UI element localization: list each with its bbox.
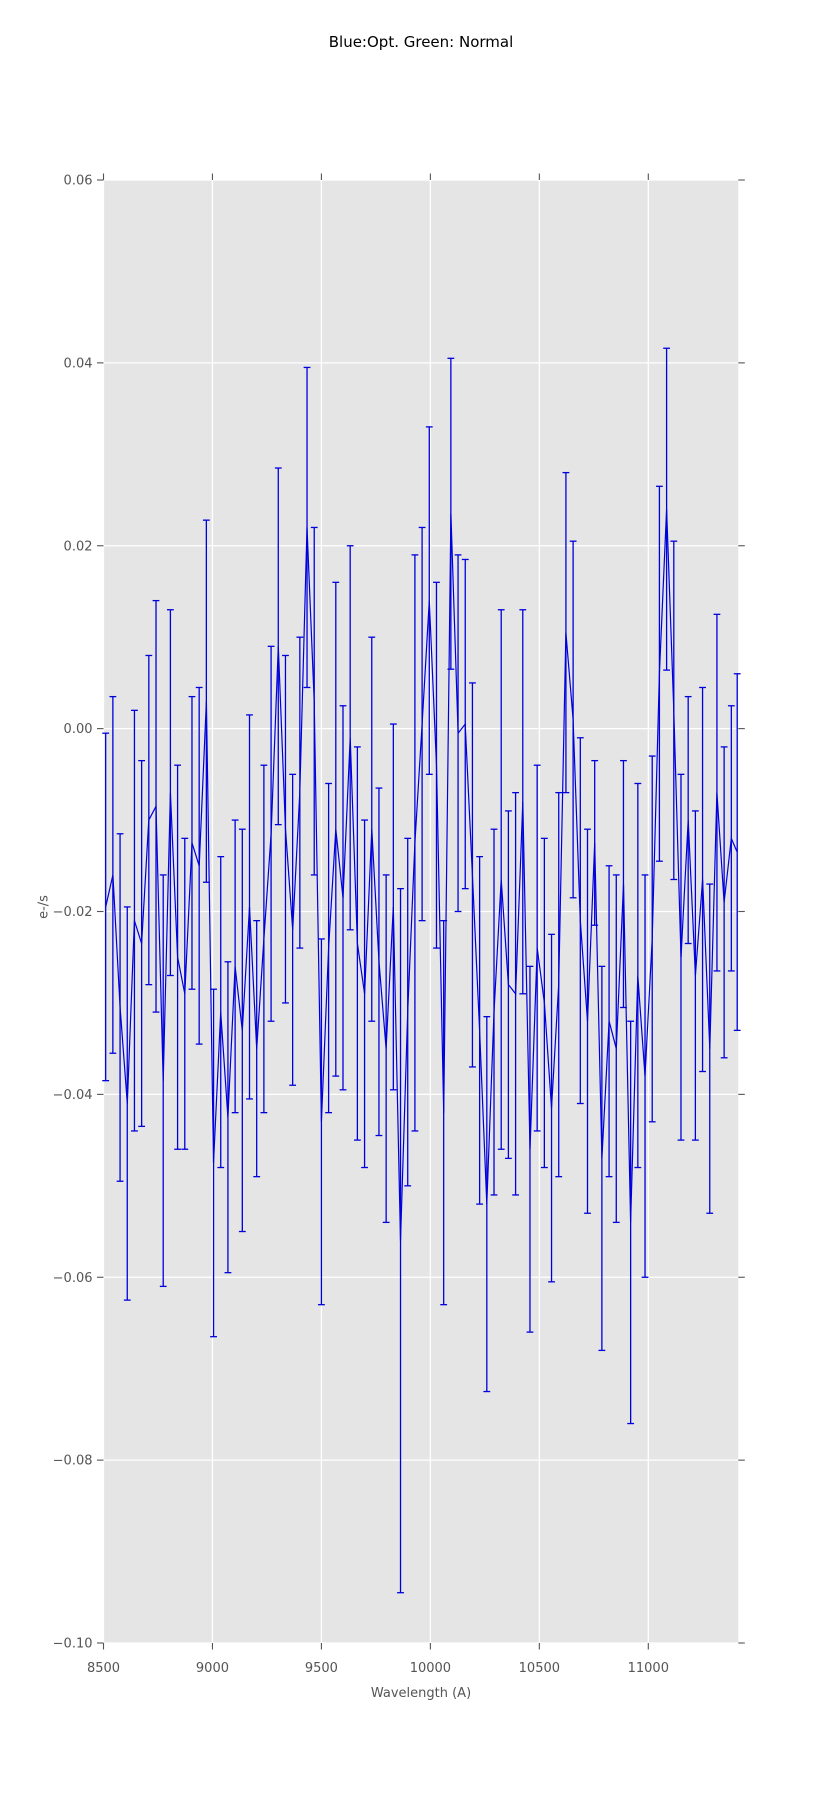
y-tick-label: −0.04	[53, 1088, 93, 1103]
x-axis-label: Wavelength (A)	[370, 1686, 472, 1701]
y-tick-label: 0.02	[64, 539, 93, 554]
x-tick-label: 10500	[519, 1661, 560, 1676]
y-tick-label: 0.04	[64, 356, 93, 371]
y-axis-label: e-/s	[36, 895, 52, 919]
x-tick-label: 10000	[410, 1661, 451, 1676]
y-tick-label: −0.10	[53, 1637, 93, 1652]
y-tick-label: 0.00	[64, 722, 93, 737]
spectrum-line	[105, 509, 738, 1241]
x-tick-label: 11000	[628, 1661, 669, 1676]
x-tick-label: 8500	[87, 1661, 120, 1676]
y-tick-label: −0.08	[53, 1454, 93, 1469]
y-tick-label: −0.06	[53, 1271, 93, 1286]
x-tick-label: 9500	[305, 1661, 338, 1676]
y-tick-label: 0.06	[64, 174, 93, 189]
x-tick-label: 9000	[196, 1661, 229, 1676]
y-tick-label: −0.02	[53, 905, 93, 920]
plot-title: Blue:Opt. Green: Normal	[328, 33, 514, 51]
